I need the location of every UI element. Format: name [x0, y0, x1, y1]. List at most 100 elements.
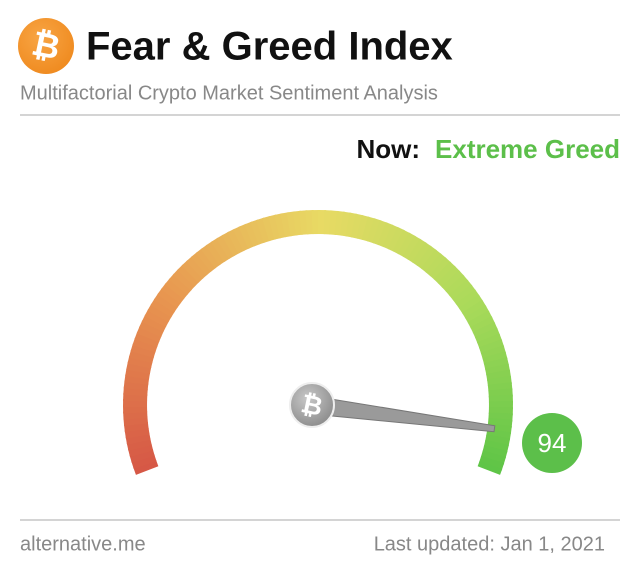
arc-segment	[126, 438, 152, 451]
arc-segment	[345, 212, 358, 238]
arc-segment	[177, 264, 200, 287]
arc-segment	[445, 274, 469, 297]
arc-segment	[478, 339, 505, 355]
arc-segment	[425, 253, 447, 277]
needle	[310, 395, 496, 433]
arc-segment	[429, 257, 452, 281]
arc-segment	[441, 270, 465, 293]
arc-segment	[128, 443, 154, 457]
arc-segment	[232, 226, 250, 252]
arc-segment	[238, 223, 255, 249]
arc-segment	[420, 249, 442, 273]
arc-segment	[356, 214, 370, 241]
arc-segment	[407, 238, 427, 263]
arc-segment	[483, 439, 509, 453]
updated: Last updated: Jan 1, 2021	[374, 533, 605, 555]
arc-segment	[126, 361, 152, 374]
arc-segment	[141, 314, 167, 333]
arc-segment	[134, 331, 160, 348]
arc-segment	[125, 367, 151, 380]
arc-segment	[467, 310, 493, 329]
arc-segment	[210, 237, 231, 263]
arc-segment	[472, 321, 498, 339]
arc-segment	[416, 245, 437, 270]
arc-segment	[256, 217, 271, 243]
arc-segment	[340, 211, 352, 237]
arc-segment	[452, 284, 477, 305]
arc-segment	[130, 343, 156, 358]
arc-segment	[433, 261, 456, 284]
arc-segment	[470, 316, 496, 334]
arc-segment	[127, 355, 153, 369]
arc-segment	[250, 219, 266, 245]
arc-segment	[464, 305, 490, 324]
arc-segment	[195, 248, 217, 272]
arc-segment	[150, 298, 175, 318]
arc-segment	[480, 450, 506, 465]
arc-segment	[216, 234, 235, 260]
arc-segment	[485, 434, 511, 447]
arc-segment	[128, 349, 155, 364]
arc-segment	[474, 327, 501, 344]
arc-segment	[387, 226, 405, 252]
arc-segment	[477, 461, 503, 475]
arc-segment	[397, 232, 416, 258]
arc-segment	[455, 289, 480, 310]
arc-segment	[382, 224, 400, 250]
arc-segment	[366, 218, 382, 244]
arc-segment	[132, 337, 158, 353]
arc-segment	[164, 278, 189, 300]
arc-segment	[482, 351, 508, 365]
arc-segment	[157, 287, 182, 309]
arc-segment	[483, 357, 509, 371]
arc-segment	[129, 448, 155, 463]
arc-segment	[160, 282, 185, 304]
arc-segment	[205, 240, 226, 266]
arc-segment	[133, 459, 159, 475]
arc-segment	[153, 292, 179, 313]
arc-segment	[190, 251, 213, 276]
value-badge	[522, 413, 582, 473]
arc-segment	[136, 325, 162, 343]
arc-segment	[458, 294, 484, 315]
arc-segment	[350, 213, 364, 239]
arc-segment	[147, 303, 172, 323]
arc-segment	[172, 268, 196, 291]
arc-segment	[227, 228, 245, 254]
arc-segment	[274, 213, 287, 239]
arc-segment	[478, 455, 505, 471]
arc-segment	[411, 242, 432, 267]
arc-segment	[221, 231, 240, 257]
arc-segment	[437, 265, 461, 288]
arc-segment	[488, 394, 513, 404]
arc-segment	[480, 345, 506, 360]
needle-hub	[289, 382, 335, 428]
arc-segment	[402, 235, 422, 260]
arc-segment	[262, 215, 276, 242]
arc-segment	[392, 229, 411, 255]
status-label: Now:	[356, 134, 420, 164]
gauge-arc	[123, 210, 513, 475]
arc-segment	[181, 260, 204, 283]
arc-segment	[131, 454, 157, 469]
arc-segment	[268, 214, 282, 240]
arc-segment	[244, 221, 261, 247]
arc-segment	[123, 405, 148, 414]
status: Extreme Greed	[435, 134, 620, 164]
arc-segment	[311, 210, 320, 235]
arc-segment	[448, 279, 473, 301]
source: alternative.me	[20, 533, 146, 555]
arc-segment	[200, 244, 221, 269]
arc-segment	[377, 222, 394, 248]
arc-segment	[186, 255, 208, 280]
logo	[18, 18, 74, 74]
arc-segment	[482, 445, 508, 459]
arc-segment	[124, 373, 150, 385]
arc-segment	[168, 273, 192, 295]
arc-segment	[372, 220, 388, 246]
arc-segment	[477, 333, 503, 349]
arc-segment	[361, 216, 376, 242]
arc-segment	[139, 320, 165, 338]
subtitle: Multifactorial Crypto Market Sentiment A…	[20, 82, 438, 104]
arc-segment	[461, 299, 487, 319]
